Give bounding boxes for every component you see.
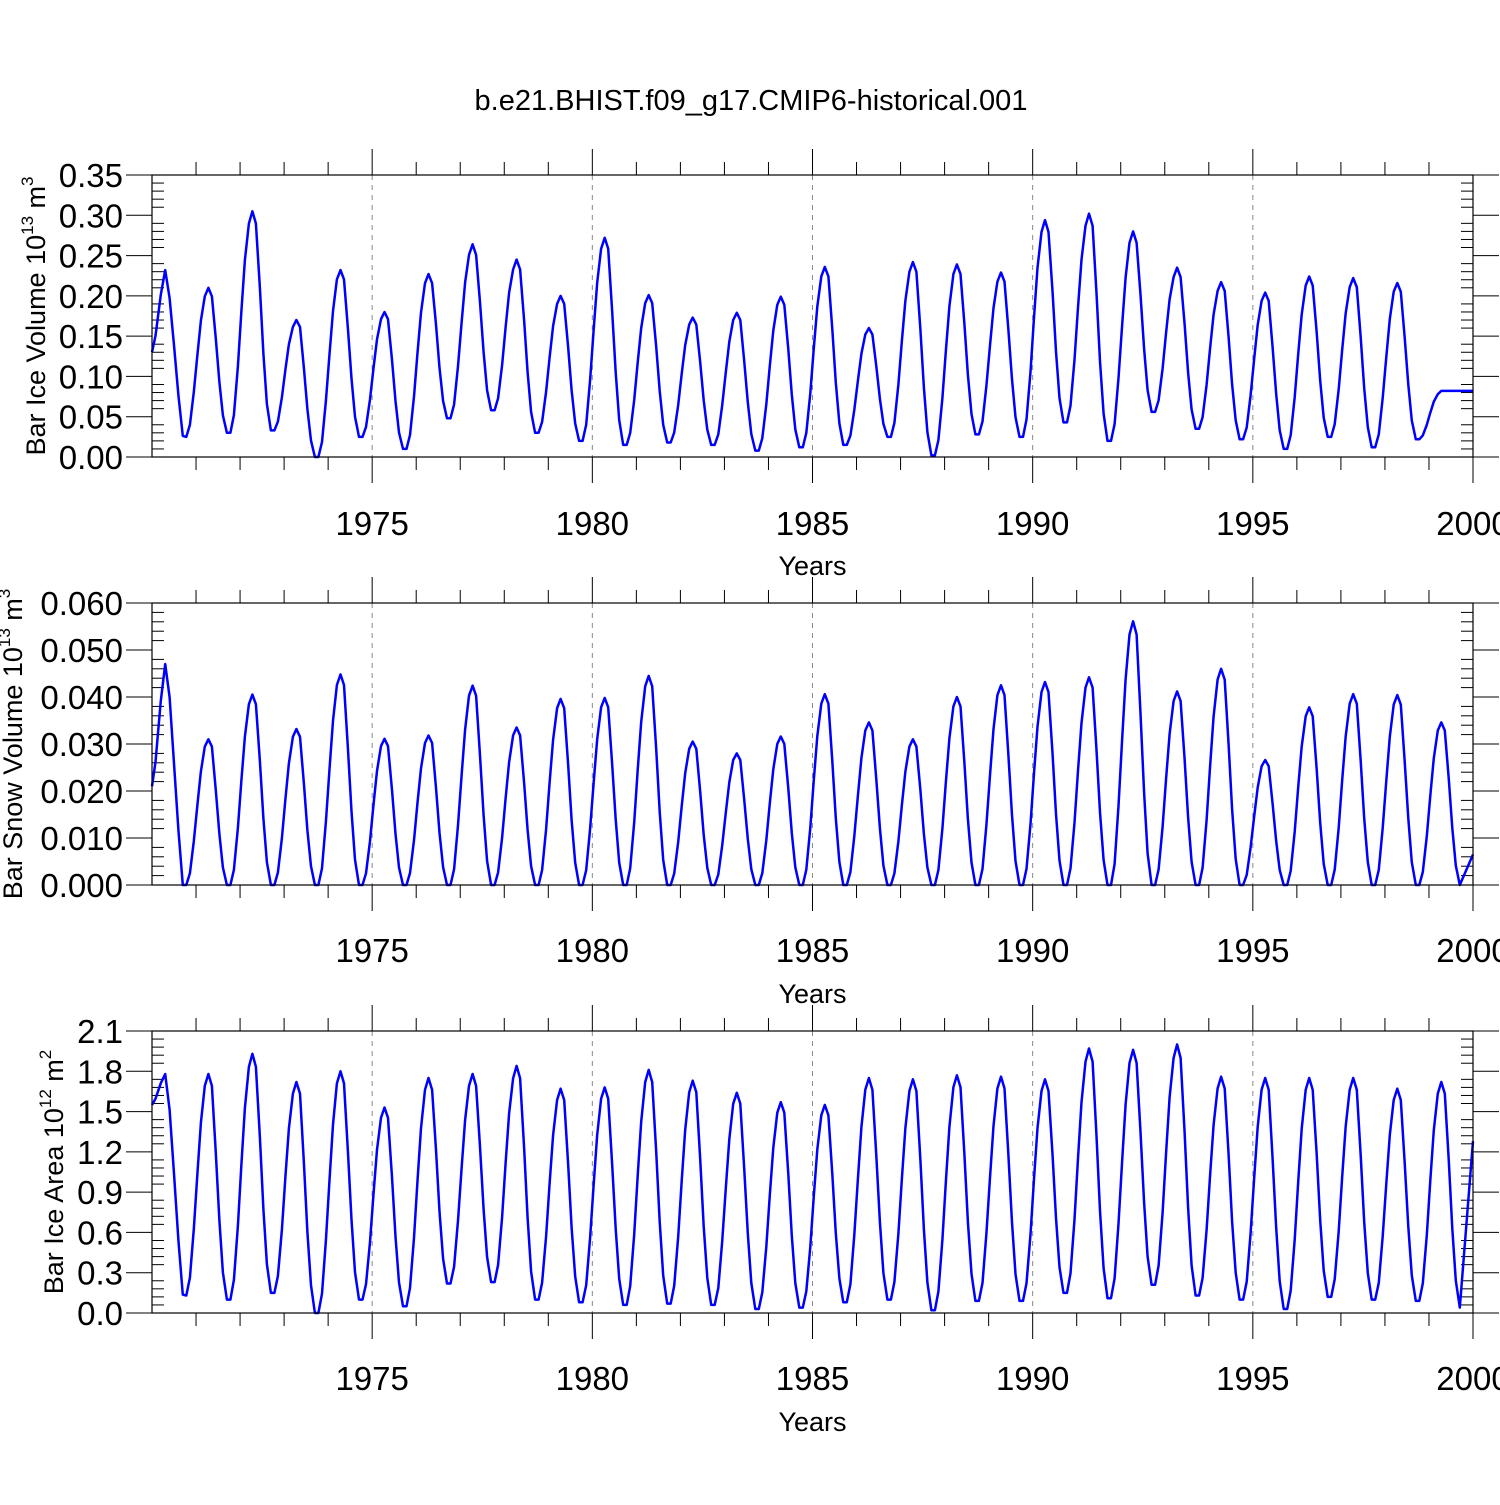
y-tick-label: 0.060: [40, 585, 123, 622]
x-tick-label: 1995: [1216, 932, 1289, 969]
y-axis-label-unit-exponent: 3: [0, 589, 14, 598]
y-axis-label-unit-exponent: 3: [18, 176, 37, 185]
panel-snow-volume: 0.000 0.010 0.020 0.030 0.040 0.050 0.060 1975 1…: [0, 577, 1500, 1009]
y-axis-label-unit: m: [21, 186, 51, 216]
x-tick-label: 1980: [556, 1360, 629, 1397]
y-tick-label: 0.35: [59, 157, 123, 194]
y-tick-label: 2.1: [77, 1013, 123, 1050]
series-line-bar-ice-area: [150, 1043, 1475, 1315]
y-tick-label: 0.0: [77, 1295, 123, 1332]
y-tick-label: 1.5: [77, 1094, 123, 1131]
plot-frame: [151, 174, 1474, 458]
x-axis-label: Years: [778, 1407, 846, 1437]
x-tick-label: 1975: [335, 932, 408, 969]
y-tick-label: 0.30: [59, 197, 123, 234]
x-tick-label: 1990: [996, 932, 1069, 969]
x-axis-label: Years: [778, 979, 846, 1009]
y-tick-label: 0.6: [77, 1214, 123, 1251]
x-tick-label: 2000: [1436, 505, 1500, 542]
x-tick-label: 1990: [996, 505, 1069, 542]
x-tick-label: 1985: [776, 932, 849, 969]
y-tick-label: 0.3: [77, 1255, 123, 1292]
y-axis-label-unit: m: [39, 1059, 69, 1089]
y-tick-label: 0.15: [59, 318, 123, 355]
y-axis-label-exponent: 13: [0, 628, 14, 647]
y-tick-label: 0.10: [59, 358, 123, 395]
y-axis-label-unit: m: [0, 598, 28, 628]
y-axis-label: Bar Ice Volume 1013 m3: [18, 176, 51, 455]
y-tick-label: 0.040: [40, 679, 123, 716]
y-axis-label: Bar Ice Area 1012 m2: [36, 1050, 69, 1295]
x-axis-label: Years: [778, 551, 846, 581]
x-tick-label: 1990: [996, 1360, 1069, 1397]
x-tick-label: 2000: [1436, 1360, 1500, 1397]
x-tick-label: 1995: [1216, 1360, 1289, 1397]
y-tick-label: 0.000: [40, 867, 123, 904]
x-tick-label: 1975: [335, 505, 408, 542]
y-tick-label: 1.8: [77, 1053, 123, 1090]
panel-ice-volume: 0.000.05 0.100.150.200.25 0.300.35 1975 1980…: [18, 149, 1500, 581]
plot-frame: [151, 1030, 1474, 1314]
y-tick-label: 0.030: [40, 726, 123, 763]
series-line-bar-ice-volume: [150, 210, 1473, 459]
plot-frame: [151, 602, 1474, 886]
x-tick-label: 2000: [1436, 932, 1500, 969]
series-line-bar-snow-volume: [150, 620, 1475, 887]
y-tick-label: 0.020: [40, 773, 123, 810]
y-axis-label-exponent: 12: [36, 1089, 55, 1108]
x-tick-label: 1985: [776, 505, 849, 542]
x-tick-label: 1975: [335, 1360, 408, 1397]
y-axis-label-unit-exponent: 2: [36, 1050, 55, 1059]
y-tick-label: 1.2: [77, 1134, 123, 1171]
y-axis-label-text: Bar Ice Area 10: [39, 1108, 69, 1294]
y-tick-label: 0.050: [40, 632, 123, 669]
y-tick-label: 0.00: [59, 439, 123, 476]
y-tick-label: 0.9: [77, 1174, 123, 1211]
x-tick-label: 1985: [776, 1360, 849, 1397]
x-tick-label: 1995: [1216, 505, 1289, 542]
x-tick-label: 1980: [556, 932, 629, 969]
y-axis-label-exponent: 13: [18, 216, 37, 235]
y-axis-label: Bar Snow Volume 1013 m3: [0, 589, 28, 900]
y-tick-label: 0.20: [59, 278, 123, 315]
y-tick-label: 0.25: [59, 238, 123, 275]
x-tick-label: 1980: [556, 505, 629, 542]
figure-title: b.e21.BHIST.f09_g17.CMIP6-historical.001: [475, 85, 1028, 117]
y-axis-label-text: Bar Snow Volume 10: [0, 647, 28, 899]
y-tick-label: 0.010: [40, 820, 123, 857]
y-axis-label-text: Bar Ice Volume 10: [21, 235, 51, 456]
panel-ice-area: 0.00.3 0.60.91.21.5 1.82.1 1975 1980 1985 1990…: [36, 1005, 1500, 1437]
y-tick-label: 0.05: [59, 399, 123, 436]
